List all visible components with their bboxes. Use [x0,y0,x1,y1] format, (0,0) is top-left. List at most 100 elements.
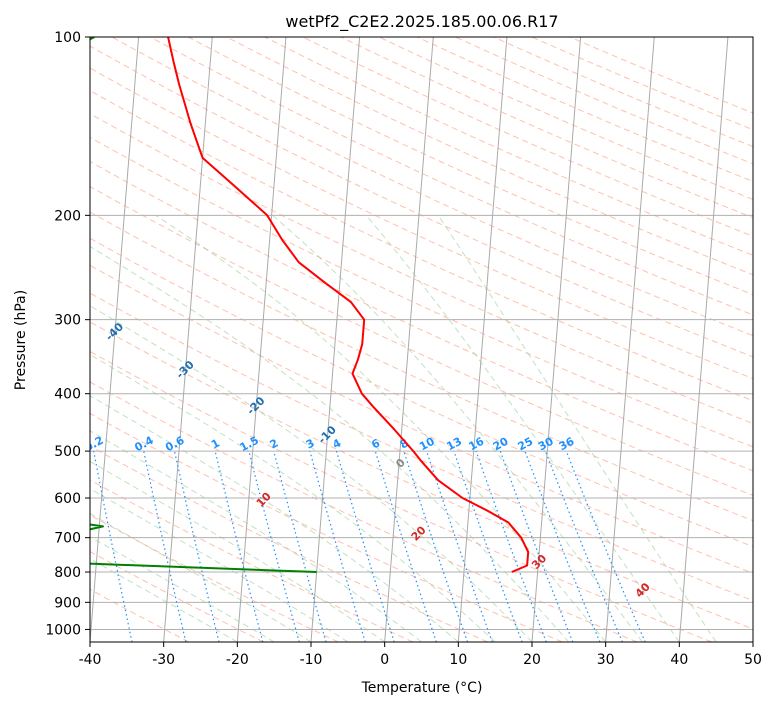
isotherm-line [457,37,508,642]
y-tick-label: 1000 [45,622,81,638]
moist-adiabat-line [90,305,533,642]
dry-adiabat-line [90,479,414,642]
moist-adiabat-line [90,430,422,642]
isotherm-line [236,37,287,642]
mixing-ratio-line [214,450,264,642]
isotherm-line [163,37,213,642]
profiles [90,37,530,573]
mixing-ratio-line [403,450,469,642]
isotherm-line [531,37,582,642]
moist-adiabat-line [365,214,680,642]
mixing-ratio-line [248,450,300,642]
isotherm-line [752,635,753,642]
moist-adiabat-line [90,354,496,642]
mixing-ratio-line [499,450,574,642]
dry-adiabat-line [416,37,753,183]
line-label: -20 [244,394,267,417]
line-label: 40 [633,580,653,600]
y-tick-label: 600 [54,491,81,507]
y-tick-label: 100 [54,30,81,46]
moist-adiabat-line [90,536,275,642]
plot-frame [89,36,754,643]
mixing-ratio-line [475,450,547,642]
mixing-ratio-label: 20 [491,435,511,454]
moist-adiabat-line [437,215,717,642]
moist-adiabat-line [90,558,238,642]
mixing-ratio-line [93,450,133,642]
x-tick-label: 10 [449,652,467,668]
moist-adiabat-line [90,488,349,642]
x-axis-label: Temperature (°C) [361,680,483,696]
mixing-ratio-line [143,450,187,642]
dry-adiabat-line [111,37,753,337]
x-tick-label: 20 [523,652,541,668]
dry-adiabat-line [90,321,753,630]
line-label: -30 [174,358,197,381]
x-axis-ticks: -40 -30 -20 -10 0 10 20 30 40 50 [79,642,762,668]
isotherm-line [678,37,729,642]
y-axis-ticks: 100 200 300 400 500 600 700 800 900 1000 [45,30,90,638]
mixing-ratio-line [273,450,327,642]
moist-adiabat-line [90,395,459,642]
y-tick-label: 800 [54,565,81,581]
isotherm-line [310,37,361,642]
dry-adiabat-line [264,37,753,256]
dry-adiabat-line [90,264,753,574]
mixing-ratio-label: 36 [557,434,577,453]
x-tick-label: -30 [152,652,175,668]
y-tick-label: 500 [54,444,81,460]
chart-title: wetPf2_C2E2.2025.185.00.06.R17 [285,12,558,32]
line-labels: 0.10.20.40.611.52346810131620253036-100-… [33,276,653,600]
moist-adiabat-line [155,214,607,642]
dewpoint-profile-line [90,37,317,573]
dry-adiabat-line [90,67,753,380]
x-tick-label: 40 [670,652,688,668]
dry-adiabat-line [302,37,753,237]
dry-adiabat-line [90,113,753,425]
dry-adiabat-line [226,37,753,276]
moist-adiabat-line [90,460,385,642]
dry-adiabat-line [90,292,753,602]
line-label: -40 [103,320,126,343]
moist-adiabats [90,214,717,642]
y-axis-label: Pressure (hPa) [13,290,29,390]
mixing-ratio-line [544,450,623,642]
dry-adiabat-line [149,37,753,316]
mixing-ratio-label: 10 [417,435,437,454]
mixing-ratio-line [309,450,366,642]
mixing-ratio-lines [93,450,646,642]
dry-adiabat-line [378,37,753,200]
mixing-ratio-label: 30 [536,435,556,454]
x-tick-label: 0 [380,652,389,668]
mixing-ratio-label: 1 [209,436,222,451]
mixing-ratio-line [374,450,437,642]
dry-adiabat-line [90,136,753,448]
mixing-ratio-line [565,450,646,642]
dry-adiabat-line [569,37,753,114]
x-tick-label: -20 [226,652,249,668]
pressure-gridlines [90,37,753,630]
y-tick-label: 700 [54,531,81,547]
mixing-ratio-label: 16 [467,434,487,453]
line-label: 20 [409,523,429,543]
dry-adiabat-line [188,37,753,296]
mixing-ratio-line [173,450,220,642]
temperature-profile-line [167,37,530,573]
dry-adiabat-line [90,381,638,642]
dry-adiabat-line [90,514,339,642]
isotherm-line [605,37,655,642]
isotherm-line [384,37,434,642]
mixing-ratio-label: 6 [369,436,382,451]
mixing-ratio-line [335,450,395,642]
mixing-ratio-line [524,450,601,642]
isotherm-line [90,37,140,642]
mixing-ratio-label: 2 [268,436,281,451]
isotherms [90,37,753,642]
x-tick-label: 50 [744,652,762,668]
line-label: -50 [33,276,56,299]
dry-adiabat-line [340,37,753,219]
x-tick-label: 30 [597,652,615,668]
y-tick-label: 900 [54,595,81,611]
y-tick-label: 400 [54,387,81,403]
